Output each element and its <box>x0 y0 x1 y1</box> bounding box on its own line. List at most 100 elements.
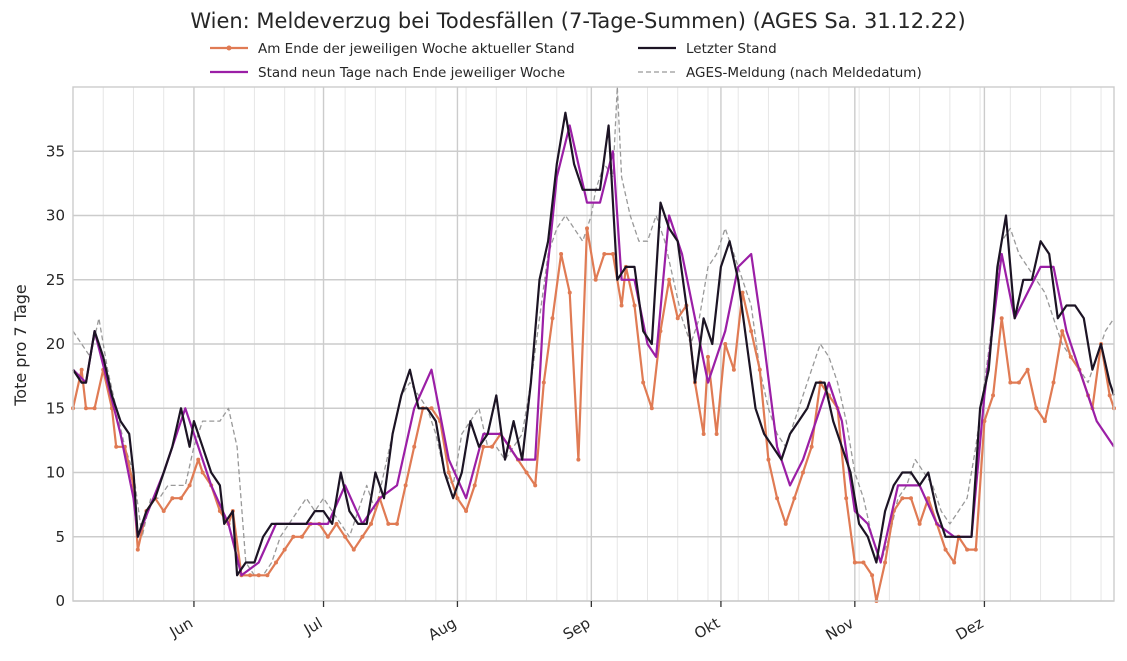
legend: Am Ende der jeweiligen Woche aktueller S… <box>210 41 922 81</box>
data-point <box>1008 380 1013 385</box>
data-point <box>170 496 175 501</box>
x-tick-label: Aug <box>425 614 459 644</box>
axes: 0 5 10 15 20 25 30 35 Jun Jul Aug Sep Okt Nov Dez <box>46 86 1115 644</box>
legend-item-3: AGES-Meldung (nach Meldedatum) <box>638 65 922 81</box>
data-point <box>135 547 140 552</box>
data-point <box>792 496 797 501</box>
data-point <box>394 521 399 526</box>
data-point <box>334 521 339 526</box>
data-point <box>926 496 931 501</box>
data-point <box>610 252 615 257</box>
legend-label: Am Ende der jeweiligen Woche aktueller S… <box>258 41 575 57</box>
data-point <box>541 380 546 385</box>
data-point <box>952 560 957 565</box>
data-point <box>386 521 391 526</box>
data-point <box>464 509 469 514</box>
x-tick-label: Jun <box>166 614 196 642</box>
data-point <box>701 431 706 436</box>
y-tick-label: 30 <box>46 207 65 225</box>
data-point <box>1107 393 1112 398</box>
plot-frame <box>72 86 1115 602</box>
data-point <box>991 393 996 398</box>
data-point <box>92 406 97 411</box>
data-point <box>403 483 408 488</box>
data-point <box>187 483 192 488</box>
y-tick-label: 5 <box>55 528 65 546</box>
data-point <box>369 521 374 526</box>
data-point <box>161 509 166 514</box>
data-point <box>114 444 119 449</box>
data-point <box>809 444 814 449</box>
data-point <box>1051 380 1056 385</box>
data-point <box>705 354 710 359</box>
data-point <box>524 470 529 475</box>
data-point <box>79 367 84 372</box>
series-layer <box>71 86 1116 603</box>
data-point <box>248 573 253 578</box>
data-point <box>265 573 270 578</box>
data-point <box>619 303 624 308</box>
data-point <box>429 406 434 411</box>
data-point <box>559 252 564 257</box>
data-point <box>1042 419 1047 424</box>
data-point <box>83 406 88 411</box>
data-point <box>481 444 486 449</box>
legend-item-1: Stand neun Tage nach Ende jeweiliger Woc… <box>210 65 565 81</box>
data-point <box>641 380 646 385</box>
data-point <box>585 226 590 231</box>
data-point <box>1060 329 1065 334</box>
data-point <box>649 406 654 411</box>
data-point <box>766 457 771 462</box>
data-point <box>1034 406 1039 411</box>
data-point <box>731 367 736 372</box>
y-tick-label: 15 <box>46 399 65 417</box>
series-line-2 <box>72 111 1116 577</box>
x-tick-label: Sep <box>560 614 593 644</box>
legend-marker <box>226 45 232 51</box>
data-point <box>844 496 849 501</box>
data-point <box>982 419 987 424</box>
data-point <box>196 457 201 462</box>
data-point <box>749 329 754 334</box>
data-point <box>908 496 913 501</box>
data-point <box>870 573 875 578</box>
data-point <box>973 547 978 552</box>
chart-title: Wien: Meldeverzug bei Todesfällen (7-Tag… <box>190 9 965 33</box>
data-point <box>472 483 477 488</box>
data-point <box>291 534 296 539</box>
data-point <box>343 534 348 539</box>
data-point <box>1016 380 1021 385</box>
legend-label: AGES-Meldung (nach Meldedatum) <box>686 65 922 81</box>
data-point <box>256 573 261 578</box>
legend-item-2: Letzter Stand <box>638 41 777 57</box>
data-point <box>200 470 205 475</box>
data-point <box>567 290 572 295</box>
y-tick-label: 10 <box>46 464 65 482</box>
data-point <box>550 316 555 321</box>
data-point <box>740 290 745 295</box>
data-point <box>800 470 805 475</box>
x-tick-label: Jul <box>300 614 326 639</box>
y-tick-label: 25 <box>46 271 65 289</box>
data-point <box>274 560 279 565</box>
data-point <box>917 521 922 526</box>
data-point <box>178 496 183 501</box>
x-tick-label: Nov <box>822 614 856 644</box>
y-tick-label: 20 <box>46 335 65 353</box>
data-point <box>282 547 287 552</box>
data-point <box>593 277 598 282</box>
legend-label: Stand neun Tage nach Ende jeweiliger Woc… <box>258 65 565 81</box>
data-point <box>533 483 538 488</box>
data-point <box>489 444 494 449</box>
data-point <box>412 444 417 449</box>
x-tick-label: Okt <box>691 614 723 643</box>
data-point <box>757 367 762 372</box>
data-point <box>455 496 460 501</box>
data-point <box>325 534 330 539</box>
data-point <box>900 496 905 501</box>
grid <box>72 87 1114 602</box>
data-point <box>1068 354 1073 359</box>
legend-item-0: Am Ende der jeweiligen Woche aktueller S… <box>210 41 575 57</box>
